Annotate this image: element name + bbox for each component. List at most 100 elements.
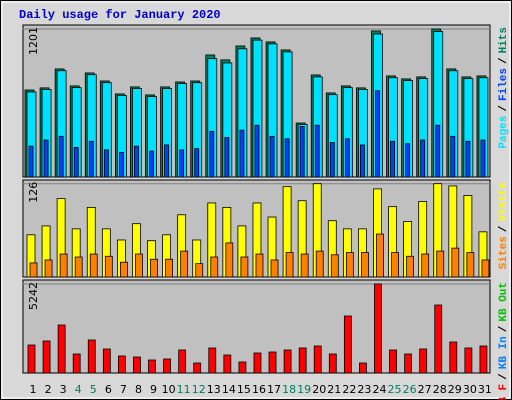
bar — [405, 143, 411, 178]
bar — [313, 345, 322, 374]
bar — [179, 149, 185, 178]
bar — [390, 140, 395, 178]
bar — [465, 140, 471, 178]
bar — [449, 341, 458, 374]
bar — [57, 324, 66, 374]
bar — [148, 359, 156, 374]
bar — [360, 144, 365, 178]
bar — [450, 135, 456, 178]
bar — [118, 151, 124, 178]
bar — [210, 256, 219, 278]
x-tick-label: 23 — [357, 383, 371, 396]
bar — [480, 139, 486, 178]
x-tick-label: 16 — [252, 383, 266, 396]
bar — [240, 256, 249, 278]
bar — [404, 353, 413, 374]
bar — [165, 258, 173, 278]
bar — [315, 250, 324, 278]
legend-separator: / — [498, 105, 510, 112]
x-tick-label: 6 — [105, 383, 112, 396]
bar — [374, 283, 382, 374]
bar — [103, 149, 109, 178]
bar — [421, 253, 430, 278]
bar — [314, 124, 320, 178]
legend-entry: KB Out — [498, 282, 510, 322]
x-tick-label: 20 — [312, 383, 326, 396]
legend-entry: Visits — [498, 182, 510, 222]
legend: Pages / Files / Hits — [498, 27, 510, 149]
legend-entry: Sites — [498, 236, 510, 269]
bar — [27, 344, 36, 374]
bar — [133, 356, 141, 374]
x-tick-label: 30 — [463, 383, 477, 396]
bar — [135, 253, 143, 278]
bar — [72, 353, 81, 374]
bar — [406, 255, 415, 278]
bar — [163, 358, 171, 374]
bar — [300, 253, 309, 278]
bar — [223, 354, 232, 374]
x-tick-label: 7 — [120, 383, 127, 396]
x-tick-label: 17 — [267, 383, 281, 396]
x-tick-label: 9 — [150, 383, 157, 396]
bar — [361, 252, 369, 278]
bar — [419, 348, 428, 374]
bar — [464, 347, 473, 374]
x-tick-label: 27 — [418, 383, 432, 396]
x-tick-label: 28 — [433, 383, 447, 396]
x-tick-label: 4 — [75, 383, 82, 396]
bar — [479, 345, 488, 374]
bar — [164, 144, 169, 178]
bar — [359, 362, 367, 374]
bar — [481, 259, 490, 278]
bar — [239, 129, 245, 178]
bar — [344, 138, 350, 178]
bar — [253, 352, 262, 374]
bar — [299, 126, 305, 178]
bar — [330, 254, 339, 278]
x-tick-label: 5 — [90, 383, 97, 396]
x-tick-label: 18 — [282, 383, 296, 396]
bar — [270, 259, 279, 278]
bar — [73, 147, 79, 178]
bar — [328, 353, 337, 374]
bar — [436, 250, 445, 278]
bar — [104, 255, 113, 278]
bar — [194, 148, 200, 178]
x-tick-label: 3 — [60, 383, 67, 396]
bar — [89, 253, 98, 278]
x-tick-label: 29 — [448, 383, 462, 396]
x-tick-label: 31 — [478, 383, 492, 396]
bar — [119, 261, 128, 278]
x-tick-label: 12 — [192, 383, 206, 396]
chart-title: Daily usage for January 2020 — [19, 8, 221, 22]
bar — [435, 124, 441, 178]
x-tick-label: 11 — [177, 383, 191, 396]
legend: KB F / KB In / KB Out — [498, 282, 510, 400]
bar — [29, 262, 38, 278]
y-tick-label: 1201 — [27, 27, 40, 55]
bar — [329, 142, 335, 178]
bar — [389, 349, 397, 374]
legend-entry: Pages — [498, 116, 510, 149]
bar — [268, 351, 277, 374]
bar — [209, 130, 215, 178]
bar — [254, 124, 260, 178]
bar — [343, 315, 352, 374]
legend-entry: Files — [498, 68, 510, 101]
x-tick-label: 13 — [207, 383, 221, 396]
bar — [193, 362, 202, 374]
legend-separator: / — [498, 373, 510, 380]
x-tick-label: 19 — [297, 383, 311, 396]
bar — [466, 252, 475, 278]
legend: Sites / Visits — [498, 182, 510, 269]
bar — [87, 339, 96, 374]
legend-entry: KB In — [498, 336, 510, 369]
legend-entry: KB F — [498, 384, 510, 400]
legend-separator: / — [498, 57, 510, 64]
bar — [134, 145, 139, 178]
bar — [225, 242, 234, 278]
bar — [224, 137, 230, 178]
bar — [298, 347, 307, 374]
